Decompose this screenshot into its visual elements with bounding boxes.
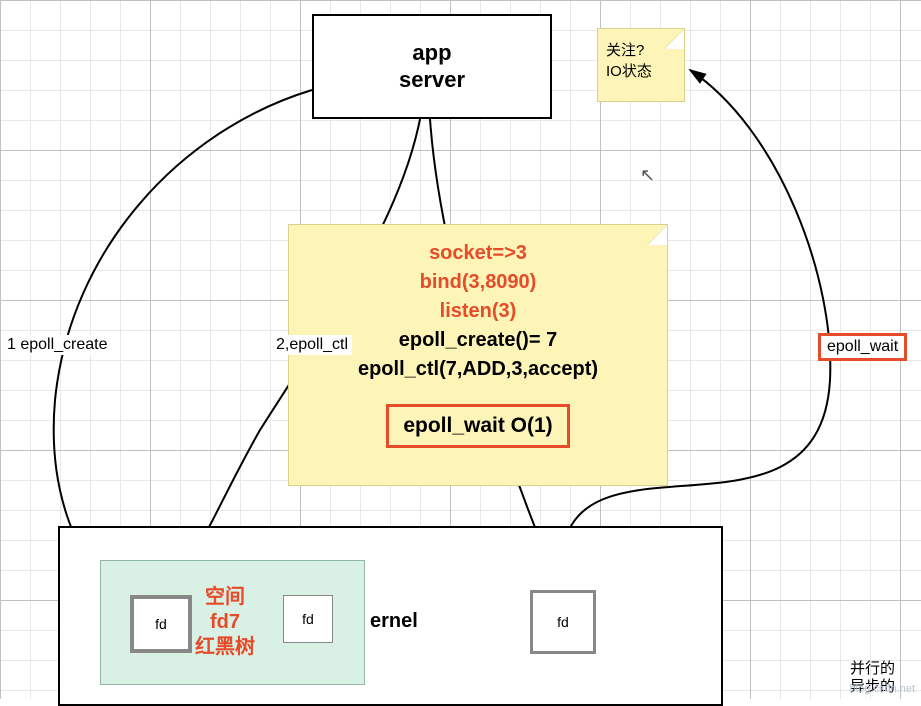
label-epoll-wait: epoll_wait (818, 333, 907, 361)
code-line-bind: bind(3,8090) (289, 268, 667, 297)
fd-box-3: fd (530, 590, 596, 654)
code-line-listen: listen(3) (289, 297, 667, 326)
fd2-text: fd (302, 611, 314, 627)
app-line1: app (399, 40, 465, 66)
code-line-epollctl: epoll_ctl(7,ADD,3,accept) (289, 355, 667, 384)
fd-box-1: fd (130, 595, 192, 653)
epoll-wait-text: epoll_wait O(1) (403, 414, 552, 437)
sticky-note-small: 关注? IO状态 (597, 28, 685, 102)
label-epoll-ctl: 2,epoll_ctl (272, 335, 352, 355)
app-line2: server (399, 67, 465, 93)
annot-l2: fd7 (195, 610, 255, 635)
fd1-text: fd (155, 616, 167, 632)
watermark: blog.csdn.net (850, 683, 915, 695)
sticky-note-main: socket=>3 bind(3,8090) listen(3) epoll_c… (288, 224, 668, 486)
sticky-small-l2: IO状态 (606, 60, 676, 81)
label-epoll-create: 1 epoll_create (3, 335, 112, 355)
sticky-small-l1: 关注? (606, 39, 676, 60)
fd3-text: fd (557, 614, 569, 630)
annot-l1: 空间 (195, 585, 255, 610)
red-annotation: 空间 fd7 红黑树 (195, 585, 255, 660)
code-line-socket: socket=>3 (289, 239, 667, 268)
epoll-wait-box: epoll_wait O(1) (386, 404, 569, 448)
fd-box-2: fd (283, 595, 333, 643)
kernel-label: ernel (370, 610, 418, 633)
app-server-box: app server (312, 14, 552, 119)
side-l1: 并行的 (850, 660, 895, 678)
cursor-icon: ↖ (640, 165, 655, 186)
annot-l3: 红黑树 (195, 635, 255, 660)
